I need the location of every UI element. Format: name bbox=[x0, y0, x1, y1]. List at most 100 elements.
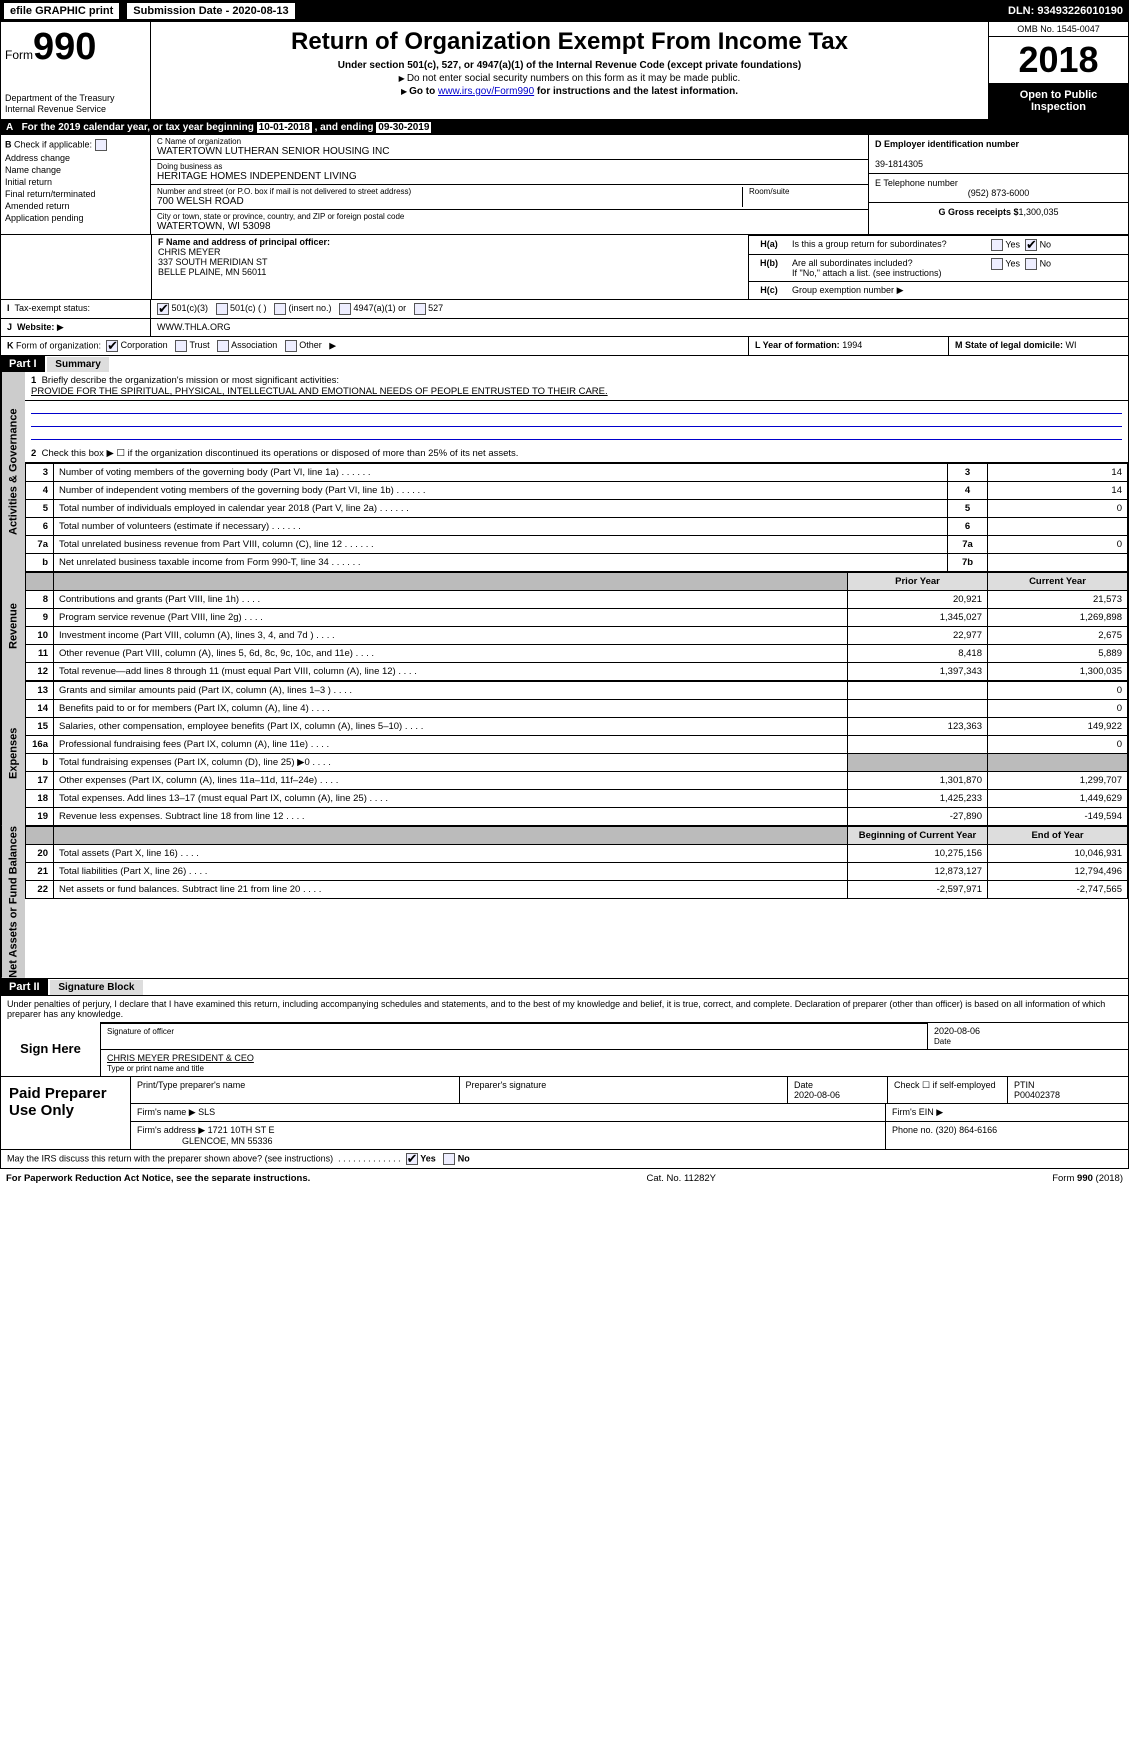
row-i: I Tax-exempt status: 501(c)(3) 501(c) ( … bbox=[0, 300, 1129, 319]
part-2-title: Signature Block bbox=[50, 980, 142, 995]
checkbox-icon[interactable] bbox=[106, 340, 118, 352]
footer-mid: Cat. No. 11282Y bbox=[646, 1173, 716, 1184]
checkbox-option: Amended return bbox=[5, 201, 146, 211]
checkbox-icon[interactable] bbox=[217, 340, 229, 352]
top-bar: efile GRAPHIC print Submission Date - 20… bbox=[0, 0, 1129, 22]
expenses-table: 13Grants and similar amounts paid (Part … bbox=[25, 681, 1128, 826]
ein-label: D Employer identification number bbox=[875, 139, 1019, 149]
signature-block: Under penalties of perjury, I declare th… bbox=[0, 996, 1129, 1169]
part-1: Part I Summary Activities & Governance 1… bbox=[0, 356, 1129, 979]
org-name-label: C Name of organization bbox=[157, 137, 862, 146]
part-2-header: Part II bbox=[1, 979, 48, 995]
section-b: B Check if applicable: Address changeNam… bbox=[1, 135, 151, 234]
checkbox-icon[interactable] bbox=[406, 1153, 418, 1165]
tax-year: 2018 bbox=[989, 37, 1128, 83]
form-header-right: OMB No. 1545-0047 2018 Open to Public In… bbox=[988, 22, 1128, 119]
ptin-value: P00402378 bbox=[1014, 1090, 1060, 1100]
form-title: Return of Organization Exempt From Incom… bbox=[157, 28, 982, 56]
org-name: WATERTOWN LUTHERAN SENIOR HOUSING INC bbox=[157, 146, 862, 157]
prep-date: 2020-08-06 bbox=[794, 1090, 840, 1100]
section-h: H(a) Is this a group return for subordin… bbox=[748, 235, 1128, 299]
preparer-block: Paid Preparer Use Only Print/Type prepar… bbox=[1, 1076, 1128, 1149]
submission-date: Submission Date - 2020-08-13 bbox=[127, 3, 294, 19]
checkbox-icon[interactable] bbox=[991, 258, 1003, 270]
irs-link[interactable]: www.irs.gov/Form990 bbox=[438, 86, 534, 97]
firm-addr1: 1721 10TH ST E bbox=[208, 1125, 275, 1135]
gross-label: G Gross receipts $ bbox=[938, 207, 1018, 217]
open-to-public: Open to Public Inspection bbox=[989, 83, 1128, 119]
form-note-2: Go to www.irs.gov/Form990 for instructio… bbox=[157, 86, 982, 97]
mission-lines bbox=[31, 401, 1122, 441]
dba-label: Doing business as bbox=[157, 162, 862, 171]
form-header: Form990 Department of the Treasury Inter… bbox=[0, 22, 1129, 120]
checkbox-icon[interactable] bbox=[175, 340, 187, 352]
revenue-table: Prior YearCurrent Year8Contributions and… bbox=[25, 572, 1128, 681]
page-footer: For Paperwork Reduction Act Notice, see … bbox=[0, 1169, 1129, 1188]
part-1-header: Part I bbox=[1, 356, 45, 372]
city-value: WATERTOWN, WI 53098 bbox=[157, 221, 862, 232]
row-a: A For the 2019 calendar year, or tax yea… bbox=[0, 120, 1129, 135]
checkbox-option: Initial return bbox=[5, 177, 146, 187]
checkbox-option: Address change bbox=[5, 153, 146, 163]
dba-value: HERITAGE HOMES INDEPENDENT LIVING bbox=[157, 171, 862, 182]
firm-phone: (320) 864-6166 bbox=[936, 1125, 998, 1135]
checkbox-icon[interactable] bbox=[274, 303, 286, 315]
sign-here-label: Sign Here bbox=[1, 1022, 101, 1076]
form-subtitle: Under section 501(c), 527, or 4947(a)(1)… bbox=[157, 60, 982, 71]
form-note-1: Do not enter social security numbers on … bbox=[157, 73, 982, 84]
row-j: J Website: ▶ WWW.THLA.ORG bbox=[0, 319, 1129, 337]
discuss-text: May the IRS discuss this return with the… bbox=[7, 1153, 333, 1163]
officer-addr1: 337 SOUTH MERIDIAN ST bbox=[158, 257, 268, 267]
checkbox-icon[interactable] bbox=[1025, 258, 1037, 270]
checkbox-icon[interactable] bbox=[95, 139, 107, 151]
sidebar-expenses: Expenses bbox=[1, 681, 25, 826]
checkbox-option: Name change bbox=[5, 165, 146, 175]
phone-value: (952) 873-6000 bbox=[875, 188, 1122, 198]
dln-label: DLN: 93493226010190 bbox=[1008, 5, 1129, 17]
phone-label: E Telephone number bbox=[875, 178, 958, 188]
efile-label: efile GRAPHIC print bbox=[4, 3, 119, 19]
checkbox-icon[interactable] bbox=[414, 303, 426, 315]
info-block: B Check if applicable: Address changeNam… bbox=[0, 135, 1129, 235]
checkbox-icon[interactable] bbox=[216, 303, 228, 315]
year-formation: 1994 bbox=[842, 340, 862, 350]
sign-date: 2020-08-06 bbox=[934, 1026, 980, 1036]
addr-label: Number and street (or P.O. box if mail i… bbox=[157, 187, 742, 196]
sidebar-governance: Activities & Governance bbox=[1, 372, 25, 572]
section-f: F Name and address of principal officer:… bbox=[151, 235, 748, 299]
footer-left: For Paperwork Reduction Act Notice, see … bbox=[6, 1173, 310, 1184]
checkbox-icon[interactable] bbox=[991, 239, 1003, 251]
section-c: C Name of organization WATERTOWN LUTHERA… bbox=[151, 135, 868, 234]
perjury-text: Under penalties of perjury, I declare th… bbox=[1, 996, 1128, 1022]
governance-table: 3Number of voting members of the governi… bbox=[25, 463, 1128, 572]
fh-block: F Name and address of principal officer:… bbox=[0, 235, 1129, 300]
mission-text: PROVIDE FOR THE SPIRITUAL, PHYSICAL, INT… bbox=[31, 386, 608, 397]
form-number: Form990 bbox=[5, 26, 146, 69]
checkbox-icon[interactable] bbox=[157, 303, 169, 315]
sidebar-revenue: Revenue bbox=[1, 572, 25, 681]
part-2: Part II Signature Block bbox=[0, 979, 1129, 996]
section-d: D Employer identification number 39-1814… bbox=[868, 135, 1128, 234]
officer-label: F Name and address of principal officer: bbox=[158, 237, 330, 247]
part-1-title: Summary bbox=[47, 357, 109, 372]
tax-year-end: 09-30-2019 bbox=[376, 122, 431, 133]
addr-value: 700 WELSH ROAD bbox=[157, 196, 742, 207]
signer-name: CHRIS MEYER PRESIDENT & CEO bbox=[107, 1053, 254, 1063]
department-label: Department of the Treasury Internal Reve… bbox=[5, 93, 146, 115]
omb-number: OMB No. 1545-0047 bbox=[989, 22, 1128, 37]
checkbox-icon[interactable] bbox=[443, 1153, 455, 1165]
row-klm: K Form of organization: Corporation Trus… bbox=[0, 337, 1129, 356]
sidebar-net: Net Assets or Fund Balances bbox=[1, 826, 25, 978]
footer-right: Form 990 (2018) bbox=[1052, 1173, 1123, 1184]
city-label: City or town, state or province, country… bbox=[157, 212, 862, 221]
ein-value: 39-1814305 bbox=[875, 159, 923, 169]
checkbox-option: Application pending bbox=[5, 213, 146, 223]
checkbox-icon[interactable] bbox=[1025, 239, 1037, 251]
website-value: WWW.THLA.ORG bbox=[151, 319, 1128, 336]
checkbox-icon[interactable] bbox=[285, 340, 297, 352]
officer-name: CHRIS MEYER bbox=[158, 247, 221, 257]
checkbox-icon[interactable] bbox=[339, 303, 351, 315]
form-header-mid: Return of Organization Exempt From Incom… bbox=[151, 22, 988, 119]
form-prefix: Form bbox=[5, 48, 33, 62]
paid-preparer-label: Paid Preparer Use Only bbox=[1, 1077, 131, 1149]
